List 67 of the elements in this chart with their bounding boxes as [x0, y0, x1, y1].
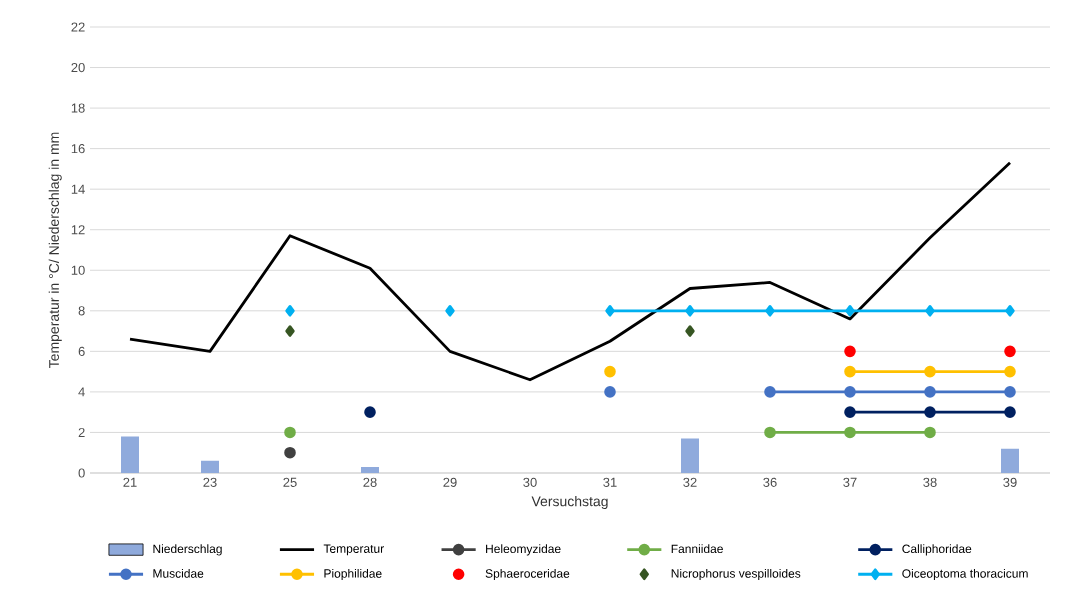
point: [604, 386, 616, 398]
point: [604, 365, 616, 378]
x-tick-label: 29: [443, 477, 457, 487]
point: [685, 305, 695, 317]
legend-label: Niederschlag: [153, 544, 222, 556]
x-axis-title: Versuchstag: [531, 496, 608, 510]
point: [844, 345, 856, 358]
point: [284, 446, 296, 459]
legend-label: Muscidae: [153, 568, 204, 578]
y-tick-label: 10: [71, 265, 85, 275]
point: [605, 305, 615, 317]
point: [844, 406, 856, 418]
point: [924, 386, 936, 398]
y-tick-label: 14: [71, 184, 85, 194]
point: [845, 305, 855, 317]
point: [844, 426, 856, 439]
point: [284, 426, 296, 439]
y-tick-label: 2: [78, 427, 85, 437]
point: [764, 426, 776, 439]
legend-label: Heleomyzidae: [486, 544, 561, 556]
point: [1004, 365, 1016, 378]
y-tick-label: 6: [78, 346, 85, 356]
legend-label: Temperatur: [323, 544, 384, 556]
legend-label: Fanniidae: [671, 544, 723, 554]
legend-label: Sphaeroceridae: [485, 568, 570, 581]
point: [285, 325, 295, 337]
x-tick-label: 28: [363, 477, 377, 487]
point: [924, 406, 936, 418]
x-tick-label: 25: [283, 477, 297, 487]
y-tick-label: 4: [78, 387, 85, 397]
point: [924, 426, 936, 439]
point: [445, 305, 455, 317]
legend-label: Nicrophorus vespilloides: [671, 568, 801, 581]
point: [764, 386, 776, 398]
x-tick-label: 39: [1003, 477, 1017, 487]
y-tick-label: 12: [71, 225, 85, 235]
x-tick-label: 23: [203, 477, 217, 487]
point: [924, 365, 936, 378]
point: [1004, 406, 1016, 418]
x-tick-label: 36: [763, 477, 777, 487]
x-tick-label: 32: [683, 477, 697, 487]
point: [285, 305, 295, 317]
y-axis-title: Temperatur in °C/ Niederschlag in mm: [48, 132, 62, 369]
x-tick-label: 30: [523, 477, 537, 487]
legend-label: Oiceoptoma thoracicum: [902, 568, 1028, 581]
legend-label: Calliphoridae: [902, 544, 972, 556]
point: [844, 386, 856, 398]
x-tick-label: 38: [923, 477, 937, 487]
legend-label: Piophilidae: [324, 568, 382, 581]
line-series: [128, 161, 1012, 382]
point: [925, 305, 935, 317]
point: [364, 406, 376, 418]
x-tick-label: 37: [843, 477, 857, 487]
y-tick-label: 18: [71, 103, 85, 113]
y-tick-label: 0: [78, 468, 85, 478]
point: [1004, 345, 1016, 358]
y-tick-label: 8: [78, 306, 85, 316]
x-tick-label: 31: [603, 477, 617, 487]
y-tick-label: 20: [71, 62, 85, 73]
point: [844, 365, 856, 378]
point: [765, 305, 775, 317]
point: [1005, 305, 1015, 317]
x-tick-label: 21: [123, 477, 137, 487]
y-tick-label: 16: [71, 144, 85, 154]
point: [1004, 386, 1016, 398]
point: [685, 325, 695, 337]
y-tick-label: 22: [71, 22, 85, 32]
